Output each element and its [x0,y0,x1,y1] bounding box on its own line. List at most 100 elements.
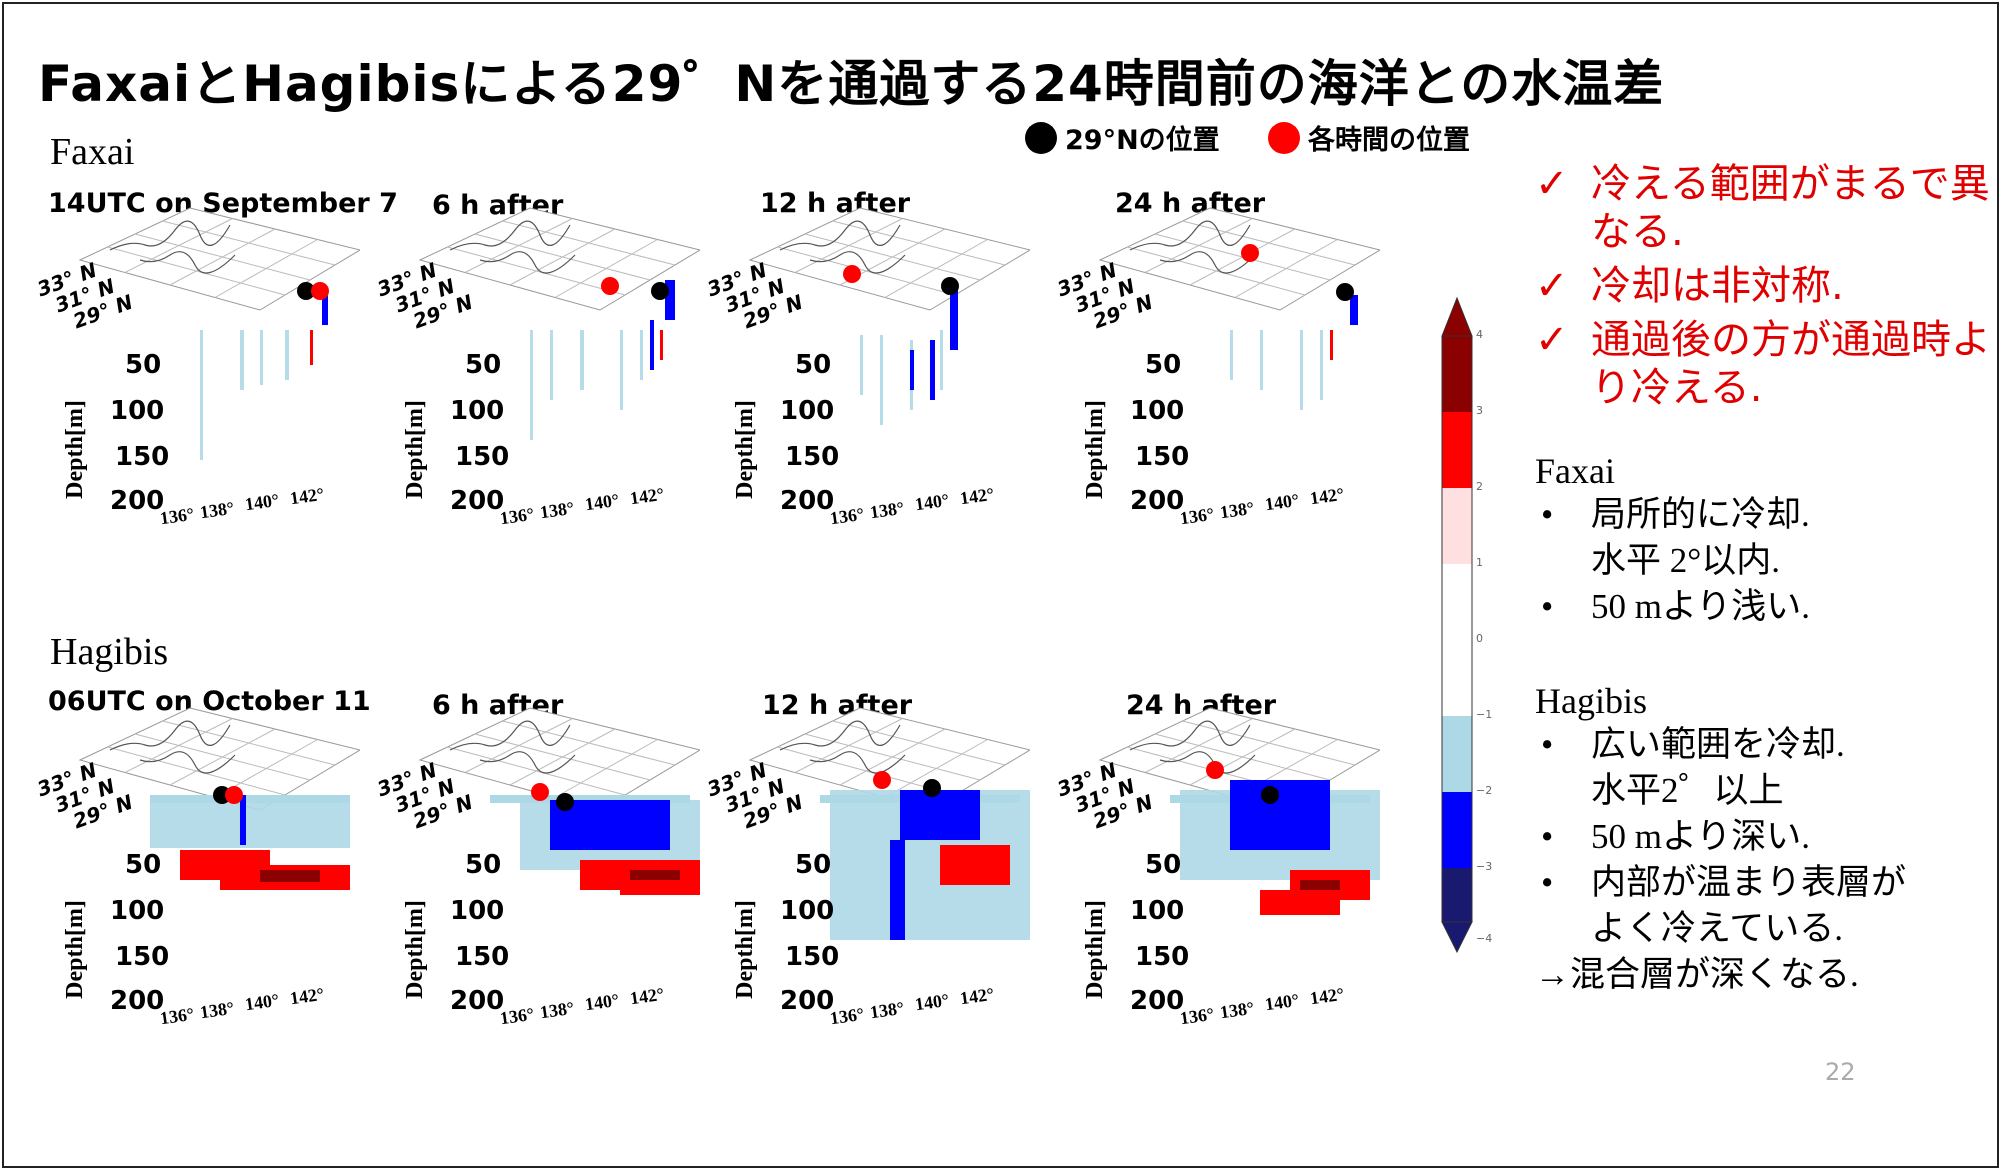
red-dot-marker [1206,761,1224,779]
grid-line [832,720,1006,766]
check-item: ✓ 冷却は非対称. [1535,262,1995,310]
check-text: 通過後の方が通過時より冷える. [1591,317,1991,411]
depth-tick: 200 [1130,486,1185,516]
bullet-icon: • [1541,863,1554,902]
bullet-continuation: 水平2゜以上 [1591,771,1784,810]
colorbar-tick: −3 [1476,860,1493,873]
grid-line [162,220,336,266]
panel-graphic [1098,207,1380,410]
map-plane [78,707,360,811]
colorbar-border [1441,335,1473,923]
colorbar-tick: −1 [1476,708,1493,721]
map-plane [748,207,1030,311]
colorbar-tick: 1 [1476,556,1483,569]
warming-column [660,330,663,360]
page-number: 22 [1825,1058,1856,1086]
depth-tick: 200 [450,986,505,1016]
grid-line [1234,239,1338,298]
row-label-hagibis: Hagibis [50,631,169,673]
depth-tick: 50 [125,850,162,880]
panel-graphic [78,207,360,460]
bullet-continuation: よく冷えている. [1591,909,1844,948]
cooling-column-light [880,335,883,425]
grid-line [502,720,676,766]
panel-graphic [748,707,1030,940]
cooling-column-light [150,798,350,848]
cooling-column-light [550,330,553,400]
grid-line [502,220,676,266]
cooling-column-light [940,330,943,390]
grid-line [554,739,658,798]
colorbar-swatch [1442,412,1472,488]
panel-graphic [418,207,700,440]
bullet-text: 広い範囲を冷却. [1591,725,1845,764]
surface-cooling [490,795,690,803]
panel-graphic [78,707,360,890]
depth-tick: 100 [1130,896,1185,926]
black-dot-marker [941,277,959,295]
warming-column-strong [630,870,680,880]
cooling-column-light [1260,330,1263,390]
map-plane [1098,207,1380,311]
depth-tick: 200 [780,986,835,1016]
coastline [449,720,576,774]
colorbar-tick: −4 [1476,932,1493,945]
check-text: 冷える範囲がまるで異なる. [1591,161,1990,255]
warming-column [310,330,313,365]
cooling-column-strong [1230,780,1330,850]
panel-graphic [418,707,700,895]
depth-tick: 100 [780,396,835,426]
black-dot-marker [1261,786,1279,804]
depth-tick: 200 [1130,986,1185,1016]
depth-tick: 200 [780,486,835,516]
section-panel: 33° N 31° N 29° N 50 100 150 200 Depth[m] 136° 13… [34,200,360,540]
bullet-text: 50 mより深い. [1591,817,1811,856]
legend-black: 29°Nの位置 [1025,118,1220,157]
bullet-continuation: 水平 2°以内. [1591,541,1780,580]
grid-line [839,728,946,786]
colorbar-tick: 3 [1476,404,1483,417]
section-panel: 33° N 31° N 29° N 50 100 150 200 Depth[m] 136° 13… [374,200,700,540]
depth-tick: 200 [450,486,505,516]
colorbar-swatch [1442,868,1472,922]
depth-axis-label: Depth[m] [731,900,758,999]
black-dot-icon [1025,121,1057,154]
colorbar-swatch [1442,716,1472,792]
colorbar-swatch [1442,792,1472,868]
check-text: 冷却は非対称. [1591,263,1844,309]
bullet-item: • 局所的に冷却. [1535,492,1995,538]
depth-axis-label: Depth[m] [401,400,428,499]
cooling-column-strong [950,290,958,350]
cooling-column-strong [322,295,328,325]
depth-tick: 100 [110,896,165,926]
notes-column: ✓ 冷える範囲がまるで異なる. ✓ 冷却は非対称. ✓ 通過後の方が通過時より冷… [1535,160,1995,998]
bullet-icon: • [1541,725,1554,764]
red-dot-marker [531,783,549,801]
warming-column-strong [1300,880,1340,890]
depth-axis-label: Depth[m] [61,900,88,999]
coastline [109,220,236,274]
colorbar-bottom-arrow [1441,921,1473,954]
depth-tick: 200 [110,486,165,516]
red-dot-marker [843,265,861,283]
cooling-column-light [260,330,263,385]
colorbar-swatch [1442,564,1472,716]
cooling-column-light [200,330,203,460]
red-dot-icon [1268,121,1300,154]
depth-axis-label: Depth[m] [401,900,428,999]
section-panel: 33° N 31° N 29° N 50 100 150 200 Depth[m] 136° 13… [704,200,1030,540]
cooling-column-strong [665,280,675,320]
depth-tick: 50 [795,350,832,380]
bullet-icon: • [1541,817,1554,856]
cooling-column-light [240,330,244,390]
warming-column-strong [260,870,320,882]
cooling-column-strong [910,350,914,390]
depth-tick: 100 [450,396,505,426]
depth-tick: 150 [455,442,510,472]
red-dot-marker [311,282,329,300]
depth-axis-label: Depth[m] [731,400,758,499]
check-item: ✓ 冷える範囲がまるで異なる. [1535,160,1995,256]
grid-line [554,239,658,298]
depth-axis-label: Depth[m] [1081,400,1108,499]
